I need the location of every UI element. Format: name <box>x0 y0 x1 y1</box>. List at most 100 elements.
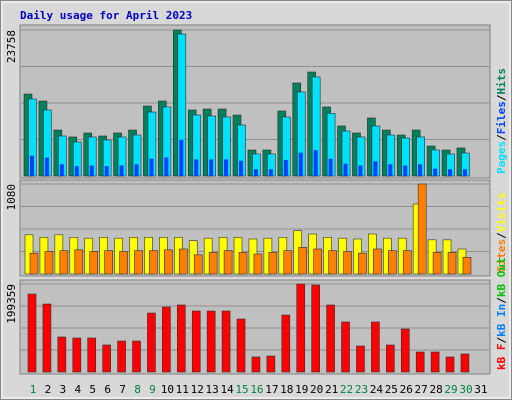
bar <box>87 337 97 373</box>
bar <box>358 165 363 176</box>
legend-separator: / <box>495 337 508 344</box>
x-tick-label: 18 <box>280 383 293 396</box>
bar <box>251 356 261 373</box>
legend-entry: kB Out <box>495 257 508 297</box>
x-tick-label: 8 <box>134 383 141 396</box>
bar <box>206 310 216 373</box>
bar <box>194 159 199 176</box>
legend-entry: Hits <box>495 68 508 95</box>
x-tick-label: 20 <box>310 383 323 396</box>
x-tick-label: 29 <box>444 383 457 396</box>
bar <box>253 253 263 275</box>
bar <box>209 159 214 176</box>
bar <box>177 304 186 373</box>
bar <box>149 158 154 176</box>
x-tick-label: 3 <box>60 383 67 396</box>
bar <box>72 337 82 373</box>
bar <box>132 340 141 373</box>
bar <box>239 160 244 176</box>
bar <box>313 248 322 275</box>
x-tick-label: 27 <box>415 383 428 396</box>
bar <box>281 314 291 373</box>
bar <box>57 336 67 373</box>
bar <box>134 164 139 176</box>
bar <box>193 254 203 275</box>
bar <box>400 328 410 373</box>
bar <box>134 250 143 275</box>
x-tick-label: 28 <box>429 383 442 396</box>
x-tick-label: 13 <box>206 383 219 396</box>
chart-title: Daily usage for April 2023 <box>20 9 192 22</box>
bar <box>208 252 218 275</box>
x-tick-label: 16 <box>250 383 263 396</box>
y-tick-label: 199359 <box>5 284 18 324</box>
bar <box>283 160 288 176</box>
bar <box>42 303 52 373</box>
x-tick-label: 4 <box>74 383 81 396</box>
x-tick-label: 30 <box>459 383 472 396</box>
legend: Sites/Visits <box>495 193 508 273</box>
bar <box>402 250 412 275</box>
bar <box>462 257 472 275</box>
legend: Pages/Files/Hits <box>495 68 508 174</box>
bar <box>328 158 333 176</box>
bar <box>164 249 173 275</box>
bar <box>415 351 425 373</box>
bar <box>104 250 113 275</box>
bar <box>388 250 397 275</box>
y-tick-label: 23758 <box>5 30 18 63</box>
bar <box>433 168 438 176</box>
bar <box>341 321 350 373</box>
x-tick-label: 15 <box>235 383 248 396</box>
bar <box>119 165 124 176</box>
legend-entry: Visits <box>495 193 508 233</box>
x-tick-label: 19 <box>295 383 308 396</box>
bar <box>311 284 320 373</box>
x-tick-label: 24 <box>370 383 384 396</box>
legend-entry: kB F <box>495 344 508 371</box>
bar <box>298 152 303 176</box>
bar <box>462 169 467 176</box>
bar <box>298 247 308 275</box>
bar <box>266 355 276 373</box>
x-tick-label: 7 <box>119 383 126 396</box>
x-tick-label: 6 <box>104 383 111 396</box>
bar <box>430 351 440 373</box>
bar <box>253 169 258 176</box>
bar <box>89 165 94 176</box>
bar <box>162 306 171 373</box>
x-tick-label: 9 <box>149 383 156 396</box>
bar <box>328 250 337 275</box>
legend-entry: Pages <box>495 141 508 174</box>
x-tick-label: 25 <box>385 383 398 396</box>
bar <box>164 157 169 176</box>
bar <box>149 250 158 275</box>
bar <box>117 340 126 373</box>
bar <box>386 344 395 373</box>
bar <box>326 304 335 373</box>
x-tick-label: 23 <box>355 383 368 396</box>
bar <box>119 251 128 275</box>
bar <box>447 252 457 275</box>
legend-separator: / <box>495 94 508 101</box>
bar <box>371 321 380 373</box>
bar <box>388 164 393 176</box>
bar <box>104 166 109 176</box>
x-tick-label: 31 <box>474 383 487 396</box>
bar <box>238 252 248 275</box>
legend-entry: kB In <box>495 304 508 337</box>
bar <box>268 169 273 176</box>
legend-separator: / <box>495 297 508 304</box>
bar <box>223 250 233 275</box>
bar <box>432 252 442 275</box>
x-tick-label: 11 <box>176 383 189 396</box>
legend-separator: / <box>495 232 508 239</box>
bar <box>29 252 39 275</box>
bar <box>283 250 293 275</box>
x-tick-label: 10 <box>161 383 174 396</box>
bar <box>417 183 427 275</box>
x-tick-label: 2 <box>45 383 52 396</box>
bar <box>179 248 188 275</box>
bar <box>74 249 84 275</box>
